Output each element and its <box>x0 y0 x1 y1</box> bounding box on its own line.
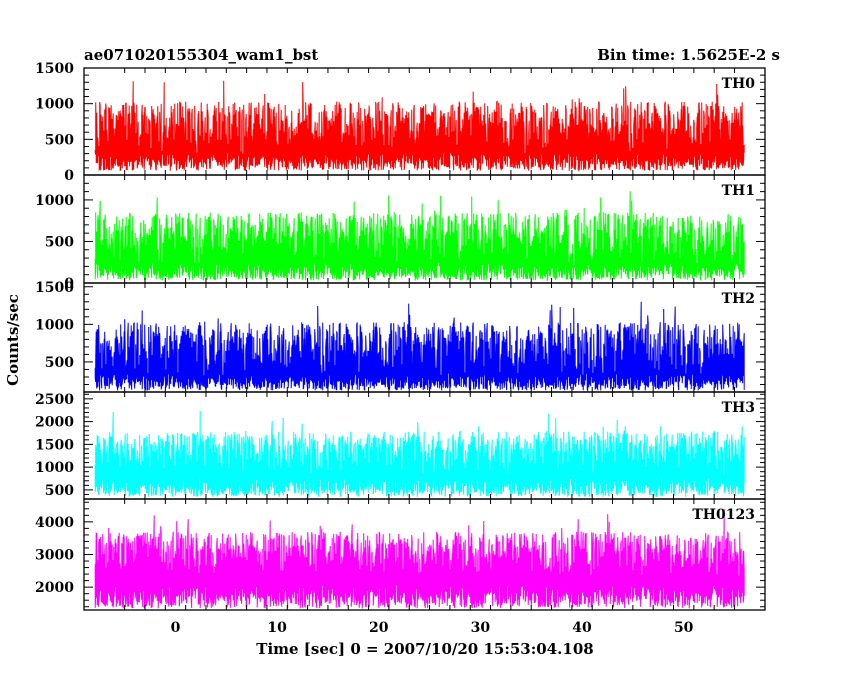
x-axis: 0 10 20 30 40 50 <box>171 620 694 636</box>
panel-th3: 500 1000 1500 2000 2500 TH3 <box>35 391 766 500</box>
y-tick-label: 0 <box>64 276 74 292</box>
y-tick-label: 500 <box>45 132 74 148</box>
y-tick-label: 2000 <box>35 580 74 596</box>
panel-label: TH1 <box>722 183 755 199</box>
panel-label: TH0 <box>722 76 756 92</box>
y-tick-label: 1000 <box>35 193 74 209</box>
y-axis-label: Counts/sec <box>4 294 22 386</box>
chart-title: ae071020155304_wam1_bst <box>84 46 318 64</box>
bin-time-label: Bin time: 1.5625E-2 s <box>597 46 780 64</box>
x-tick-label: 50 <box>674 620 694 636</box>
panel-label: TH3 <box>722 400 755 416</box>
panel-label: TH2 <box>722 291 755 307</box>
x-tick-label: 0 <box>171 620 181 636</box>
y-tick-label: 1500 <box>35 437 74 453</box>
series-th0 <box>94 80 745 173</box>
y-tick-label: 1000 <box>35 460 74 476</box>
y-tick-label: 500 <box>45 483 74 499</box>
y-tick-label: 2000 <box>35 415 74 431</box>
x-tick-label: 10 <box>267 620 287 636</box>
panel-th0123: 2000 3000 4000 TH0123 <box>35 498 766 611</box>
y-tick-label: 1000 <box>35 97 74 113</box>
panel-label: TH0123 <box>692 507 755 523</box>
x-tick-label: 30 <box>471 620 491 636</box>
panel-th0: 0 500 1000 1500 TH0 <box>35 61 766 184</box>
series-th0123 <box>94 508 745 609</box>
y-tick-label: 500 <box>45 355 74 371</box>
y-tick-label: 4000 <box>35 515 74 531</box>
x-tick-label: 40 <box>572 620 592 636</box>
series-th3 <box>94 411 745 498</box>
y-tick-label: 1000 <box>35 317 74 333</box>
y-tick-label: 3000 <box>35 548 74 564</box>
y-tick-label: 1500 <box>35 280 74 296</box>
x-tick-label: 20 <box>369 620 389 636</box>
series-th2 <box>94 301 745 393</box>
y-tick-label: 2500 <box>35 392 74 408</box>
y-tick-label: 1500 <box>35 61 74 77</box>
panel-th1: 0 500 1000 TH1 <box>35 174 766 292</box>
series-th1 <box>94 191 745 282</box>
y-tick-label: 0 <box>64 168 74 184</box>
x-axis-label: Time [sec] 0 = 2007/10/20 15:53:04.108 <box>256 640 593 658</box>
y-tick-label: 500 <box>45 234 74 250</box>
panels: 0 500 1000 1500 TH0 0 500 1000 TH1 500 1000 1500 TH2… <box>35 61 766 611</box>
panel-th2: 500 1000 1500 TH2 <box>35 280 766 393</box>
